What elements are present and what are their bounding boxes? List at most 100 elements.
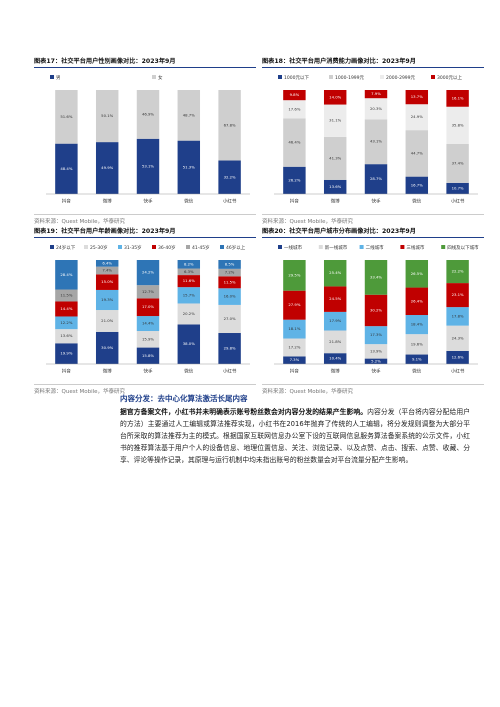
x-tick-label: 抖音 (62, 198, 71, 205)
value-label: 15.0% (101, 279, 113, 284)
bar-segment (405, 287, 429, 316)
bar-segment (446, 90, 469, 107)
bar-segment (323, 330, 347, 354)
value-label: 7.9% (371, 91, 381, 96)
value-label: 6.4% (102, 260, 112, 265)
bar-segment (136, 285, 160, 299)
legend-label: 36-40岁 (158, 244, 176, 251)
bar-segment (364, 164, 388, 194)
bar-segment (446, 260, 469, 284)
value-label: 25.4% (329, 270, 341, 275)
bar-segment (55, 289, 78, 302)
bar-segment (95, 142, 119, 194)
bar-segment (283, 100, 306, 119)
value-label: 46.4% (288, 140, 300, 145)
value-label: 21.0% (101, 318, 113, 323)
legend-label: 24岁以下 (56, 244, 76, 251)
value-label: 53.1% (142, 163, 154, 168)
value-label: 26.5% (411, 271, 423, 276)
bar-segment (364, 344, 388, 359)
bar-segment (218, 268, 241, 277)
bar-segment (95, 331, 119, 364)
x-tick-label: 微博 (331, 368, 340, 375)
legend-swatch (431, 75, 435, 79)
bar-segment (283, 260, 306, 291)
value-label: 16.7% (411, 182, 423, 187)
bar-segment (323, 179, 347, 194)
chart-title: 图表18：社交平台用户消费能力画像对比：2023年9月 (262, 56, 484, 68)
value-label: 48.7% (183, 112, 195, 117)
value-label: 17.2% (288, 344, 300, 349)
bar-segment (446, 325, 469, 351)
value-label: 27.0% (224, 316, 236, 321)
bar-segment (136, 138, 160, 194)
bar-segment (405, 334, 429, 355)
bar-segment (55, 329, 78, 344)
x-tick-label: 快手 (144, 368, 153, 375)
value-label: 12.7% (142, 289, 154, 294)
value-label: 12.2% (60, 320, 72, 325)
bar-segment (323, 260, 347, 287)
bar-segment (364, 119, 388, 165)
value-label: 27.9% (288, 302, 300, 307)
value-label: 9.1% (412, 356, 422, 361)
value-label: 17.6% (288, 106, 300, 111)
bar-segment (323, 311, 347, 331)
bar-segment (446, 182, 469, 194)
x-tick-label: 抖音 (290, 198, 299, 205)
value-label: 10.7% (452, 185, 464, 190)
value-label: 15.7% (183, 292, 195, 297)
value-label: 13.6% (60, 333, 72, 338)
chart: 24岁以下 25-30岁 31-35岁 36-40岁 41-45岁 46岁以上 19.9% 1… (46, 244, 250, 375)
bar-segment (323, 90, 347, 105)
value-label: 14.4% (60, 306, 72, 311)
value-label: 19.3% (101, 297, 113, 302)
value-label: 29.8% (224, 346, 236, 351)
bar-segment (55, 316, 78, 330)
legend-label: 四线及以下城市 (447, 244, 479, 251)
bar-segment (364, 98, 388, 120)
section-heading: 内容分发：去中心化算法激活长尾内容 (120, 394, 248, 403)
value-label: 15.8% (142, 353, 154, 358)
bar-segment (283, 338, 306, 357)
value-label: 22.2% (452, 269, 464, 274)
bar-segment (446, 307, 469, 326)
legend-swatch (441, 245, 446, 249)
value-label: 37.4% (452, 160, 464, 165)
bar-segment (55, 343, 78, 364)
value-label: 20.3% (370, 106, 382, 111)
value-label: 13.7% (411, 94, 423, 99)
bar-segment (177, 140, 201, 194)
legend-label: 2000-2999元 (386, 75, 416, 81)
value-label: 51.6% (60, 114, 72, 119)
source-note: 资料来源：Quest Mobile，华泰研究 (34, 214, 256, 225)
chart-title: 图表19：社交平台用户年龄画像对比：2023年9月 (34, 226, 256, 238)
value-label: 20.2% (183, 311, 195, 316)
bar-segment (405, 104, 429, 131)
legend-swatch (220, 245, 224, 249)
legend-label: 男 (56, 75, 61, 81)
value-label: 35.8% (452, 122, 464, 127)
legend-label: 1000-1999元 (335, 75, 365, 81)
value-label: 7.2% (225, 270, 235, 275)
x-tick-label: 微信 (412, 198, 421, 205)
bar-segment (55, 90, 78, 144)
bar-segment (405, 90, 429, 105)
source-note: 资料来源：Quest Mobile，华泰研究 (262, 384, 484, 395)
value-label: 49.9% (101, 165, 113, 170)
x-tick-label: 微信 (412, 368, 421, 375)
bar-segment (136, 331, 160, 348)
value-label: 16.1% (452, 95, 464, 100)
legend-label: 二线城市 (366, 244, 384, 251)
bar-segment (446, 143, 469, 183)
legend-label: 25-30岁 (90, 244, 108, 251)
value-label: 9.8% (290, 92, 300, 97)
legend-swatch (278, 245, 282, 249)
x-tick-label: 小红书 (223, 198, 237, 205)
x-tick-label: 快手 (144, 198, 153, 205)
value-label: 28.4% (60, 272, 72, 277)
value-label: 24.9% (411, 114, 423, 119)
bar-segment (405, 315, 429, 335)
bar-segment (177, 303, 201, 325)
